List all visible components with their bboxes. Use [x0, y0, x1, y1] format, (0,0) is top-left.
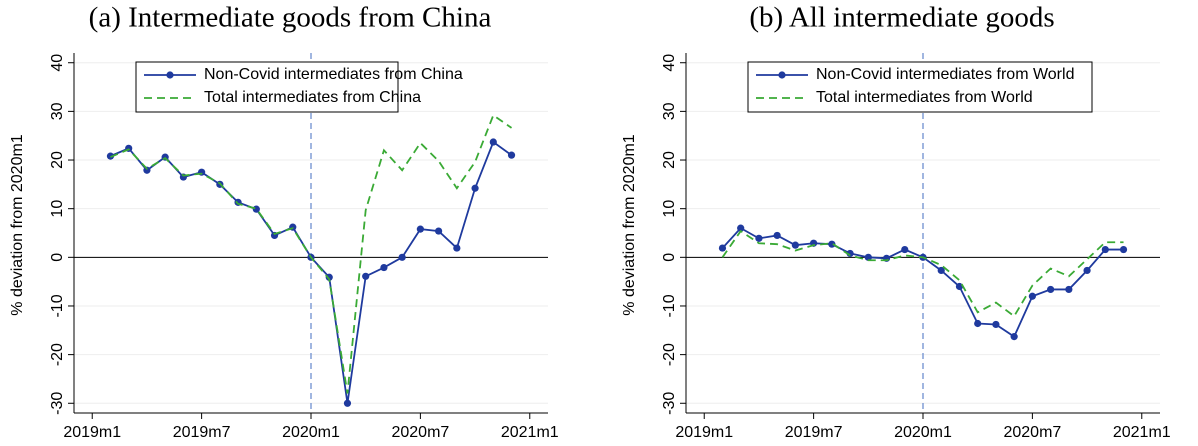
legend-marker [778, 71, 786, 79]
point [992, 320, 1000, 329]
point [507, 151, 516, 159]
legend-label: Non-Covid intermediates from China [204, 66, 463, 83]
y-tick-label: -20 [49, 343, 66, 366]
y-tick-label: -30 [49, 392, 66, 415]
x-tick-label: 2021m1 [501, 424, 559, 441]
point [1101, 245, 1109, 254]
x-tick-label: 2019m1 [63, 424, 121, 441]
y-tick-label: 30 [49, 102, 66, 120]
y-tick-label: 20 [661, 151, 678, 169]
x-tick-label: 2020m1 [282, 424, 340, 441]
y-axis-title: % deviation from 2020m1 [9, 134, 26, 316]
x-tick-label: 2020m1 [894, 424, 952, 441]
series-line [110, 113, 513, 394]
x-tick-label: 2019m7 [173, 424, 231, 441]
point [325, 273, 333, 281]
point [1065, 285, 1073, 294]
point [937, 266, 945, 275]
point [343, 399, 352, 407]
point [453, 244, 461, 252]
y-axis-title: % deviation from 2020m1 [621, 134, 638, 316]
point [1010, 333, 1018, 341]
point [143, 166, 151, 174]
point [1119, 245, 1128, 254]
point [755, 234, 763, 242]
chart-title: (a) Intermediate goods from China [89, 2, 492, 34]
point [737, 224, 745, 232]
chart-title: (b) All intermediate goods [749, 2, 1054, 34]
point [828, 240, 836, 248]
y-tick-label: 40 [49, 54, 66, 72]
y-tick-label: 40 [661, 54, 678, 72]
point [435, 227, 443, 235]
point [901, 245, 909, 254]
x-tick-label: 2020m7 [391, 424, 449, 441]
y-tick-label: -10 [661, 294, 678, 317]
x-tick-label: 2019m7 [785, 424, 843, 441]
legend-marker [166, 71, 174, 79]
y-tick-label: 20 [49, 151, 66, 169]
y-tick-label: 10 [49, 200, 66, 218]
x-tick-label: 2021m1 [1113, 424, 1171, 441]
y-tick-label: -30 [661, 392, 678, 415]
point [718, 244, 727, 252]
legend-label: Total intermediates from China [204, 89, 421, 106]
legend-box [135, 61, 399, 113]
point [974, 319, 982, 328]
legend-box [747, 61, 1093, 113]
point [489, 138, 497, 146]
y-tick-label: -20 [661, 343, 678, 366]
x-tick-label: 2020m7 [1003, 424, 1061, 441]
point [791, 241, 799, 249]
point [773, 231, 781, 240]
point [398, 253, 406, 261]
y-tick-label: -10 [49, 294, 66, 317]
point [362, 272, 370, 280]
legend-label: Non-Covid intermediates from World [816, 66, 1074, 83]
point [416, 225, 424, 233]
point [864, 253, 872, 261]
point [380, 263, 388, 272]
series-line [721, 229, 1124, 318]
point [1047, 285, 1055, 294]
point [471, 184, 479, 192]
point [1083, 266, 1091, 275]
x-tick-label: 2019m1 [675, 424, 733, 441]
y-tick-label: 0 [49, 253, 66, 262]
y-tick-label: 0 [661, 253, 678, 262]
point [1028, 292, 1036, 300]
y-tick-label: 10 [661, 200, 678, 218]
legend-label: Total intermediates from World [816, 89, 1033, 106]
y-tick-label: 30 [661, 102, 678, 120]
